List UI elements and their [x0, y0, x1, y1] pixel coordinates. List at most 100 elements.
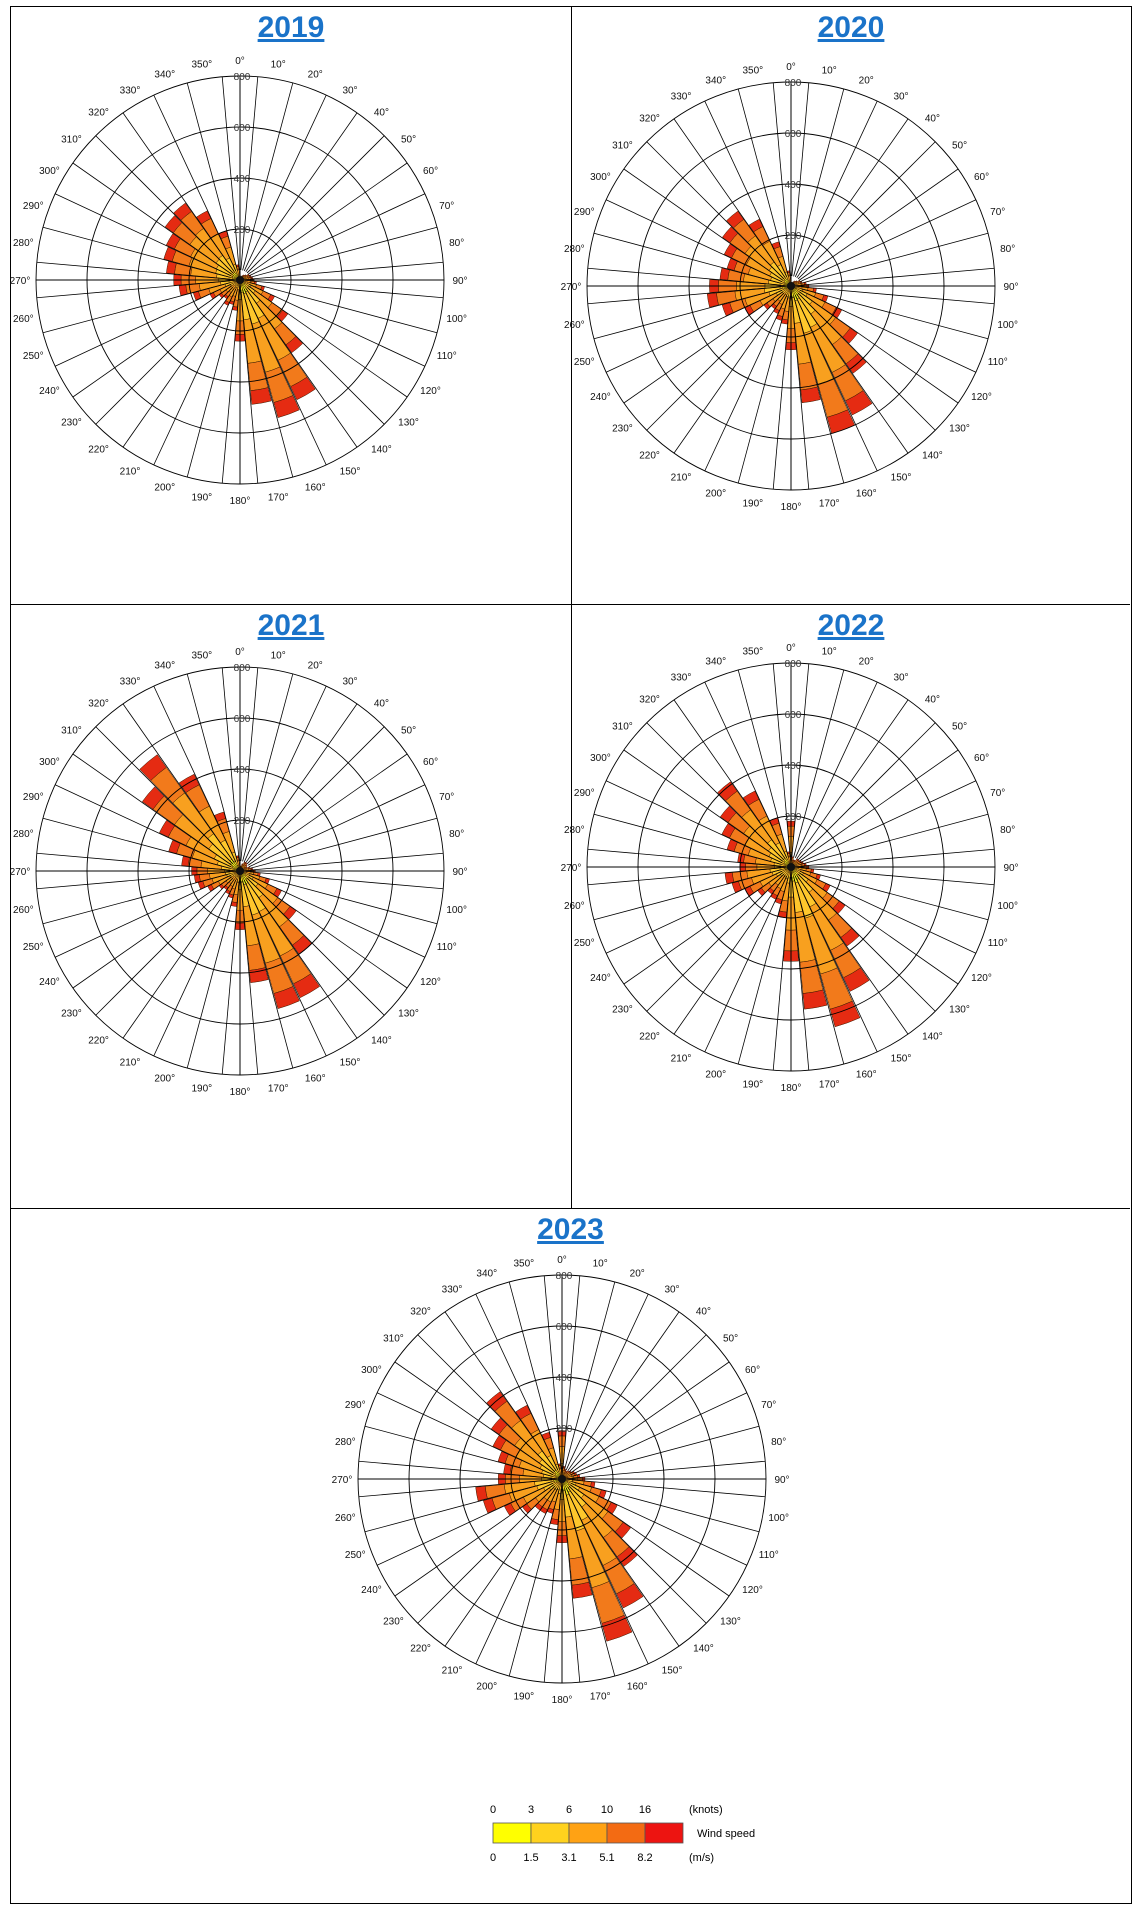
bar-segment-330-4[interactable]	[742, 790, 760, 806]
bar-segment-290-4[interactable]	[168, 839, 181, 854]
bar-segment-300-4[interactable]	[492, 1435, 507, 1451]
spoke	[605, 870, 783, 954]
bar-segment-300-4[interactable]	[159, 819, 175, 838]
bar-segment-310-4[interactable]	[719, 805, 737, 823]
angle-tick-label: 90°	[1003, 282, 1018, 293]
spoke	[673, 118, 786, 279]
bar-segment-140-4[interactable]	[285, 336, 304, 354]
chart-title[interactable]: 2021	[257, 609, 325, 642]
bar-segment-250-4[interactable]	[721, 302, 734, 317]
spoke	[72, 753, 233, 866]
bar-segment-170-4[interactable]	[249, 967, 269, 983]
bar-segment-290-4[interactable]	[163, 246, 177, 262]
bar-segment-300-4[interactable]	[723, 243, 738, 259]
bar-segment-170-4[interactable]	[800, 386, 821, 404]
bar-segment-160-4[interactable]	[273, 986, 300, 1009]
angle-tick-label: 240°	[590, 973, 611, 984]
angle-tick-label: 210°	[671, 473, 692, 484]
bar-segment-50-4[interactable]	[245, 864, 248, 867]
bar-segment-240-4[interactable]	[504, 1503, 516, 1516]
angle-tick-label: 200°	[705, 489, 726, 500]
bar-segment-310-4[interactable]	[164, 215, 183, 234]
bar-segment-320-4[interactable]	[717, 781, 738, 802]
bar-segment-330-4[interactable]	[515, 1404, 532, 1420]
bar-segment-290-4[interactable]	[726, 839, 738, 852]
bar-segment-280-4[interactable]	[719, 267, 730, 281]
bar-segment-130-4[interactable]	[283, 906, 297, 920]
angle-tick-label: 160°	[305, 1074, 326, 1085]
chart-title[interactable]: 2022	[817, 609, 885, 642]
angle-tick-label: 180°	[552, 1695, 573, 1706]
bar-segment-330-4[interactable]	[196, 210, 212, 225]
bar-segment-190-4[interactable]	[550, 1518, 559, 1525]
panel-2019: 2019 200 400 600 800 0° 10° 20° 30° 40° 50° 60° 70°…	[10, 7, 572, 605]
spoke	[772, 295, 791, 490]
spoke	[798, 749, 959, 862]
angle-tick-label: 100°	[446, 905, 467, 916]
bar-segment-150-4[interactable]	[845, 390, 873, 416]
bar-segment-130-4[interactable]	[614, 1522, 631, 1539]
angle-tick-label: 170°	[819, 499, 840, 510]
bar-segment-320-4[interactable]	[173, 202, 192, 221]
bar-segment-170-4[interactable]	[250, 387, 272, 405]
legend-color-box	[530, 1822, 570, 1844]
bar-segment-130-4[interactable]	[276, 309, 289, 322]
bar-segment-290-4[interactable]	[497, 1451, 509, 1464]
spoke	[475, 1487, 559, 1665]
center-marker	[558, 1475, 566, 1483]
bar-segment-130-4[interactable]	[842, 327, 858, 344]
bar-segment-280-4[interactable]	[181, 855, 190, 867]
bar-segment-260-4[interactable]	[194, 874, 201, 883]
bar-segment-150-4[interactable]	[616, 1583, 644, 1609]
angle-tick-label: 150°	[340, 1058, 361, 1069]
bar-segment-260-4[interactable]	[178, 284, 188, 296]
bar-segment-250-4[interactable]	[731, 881, 742, 893]
bar-segment-130-4[interactable]	[832, 900, 846, 914]
bar-segment-260-4[interactable]	[706, 292, 719, 308]
spoke	[95, 726, 234, 865]
bar-segment-140-4[interactable]	[840, 928, 860, 947]
bar-segment-330-4[interactable]	[748, 218, 764, 233]
bar-segment-280-4[interactable]	[166, 261, 177, 275]
bar-segment-20-4[interactable]	[564, 1468, 567, 1472]
angle-tick-label: 40°	[374, 107, 389, 118]
bar-segment-160-4[interactable]	[601, 1614, 633, 1642]
bar-segment-260-4[interactable]	[724, 872, 735, 885]
bar-segment-150-4[interactable]	[293, 973, 320, 999]
bar-segment-280-4[interactable]	[503, 1463, 512, 1475]
bar-segment-160-4[interactable]	[273, 395, 300, 418]
bar-segment-170-4[interactable]	[571, 1581, 593, 1599]
angle-tick-label: 310°	[61, 726, 82, 737]
bar-segment-150-4[interactable]	[290, 376, 316, 401]
bar-segment-260-4[interactable]	[475, 1485, 488, 1502]
angle-tick-label: 50°	[401, 135, 416, 146]
bar-segment-310-4[interactable]	[141, 786, 165, 810]
angle-tick-label: 20°	[308, 660, 323, 671]
angle-tick-label: 240°	[590, 392, 611, 403]
bar-segment-150-4[interactable]	[843, 967, 870, 992]
legend-color-box	[568, 1822, 608, 1844]
bar-segment-310-4[interactable]	[490, 1417, 508, 1435]
angle-tick-label: 210°	[671, 1054, 692, 1065]
bar-segment-310-4[interactable]	[722, 226, 739, 243]
angle-tick-label: 0°	[557, 1255, 567, 1266]
chart-title[interactable]: 2019	[257, 11, 325, 44]
spoke	[122, 878, 235, 1039]
bar-segment-320-4[interactable]	[139, 754, 167, 781]
spoke	[800, 813, 989, 865]
bar-segment-320-4[interactable]	[726, 210, 745, 229]
chart-title[interactable]: 2023	[537, 1213, 604, 1246]
bar-segment-290-4[interactable]	[726, 258, 738, 271]
bar-segment-340-4[interactable]	[214, 811, 226, 822]
angle-tick-label: 220°	[410, 1644, 431, 1655]
bar-segment-250-4[interactable]	[483, 1497, 497, 1514]
spoke	[798, 872, 959, 985]
radial-tick-label: 400	[234, 765, 251, 776]
bar-segment-120-4[interactable]	[606, 1502, 618, 1515]
chart-title[interactable]: 2020	[817, 11, 885, 44]
bar-segment-330-4[interactable]	[178, 773, 200, 793]
legend-knots-tick: 6	[566, 1804, 572, 1816]
bar-segment-300-4[interactable]	[721, 823, 736, 839]
bar-segment-170-4[interactable]	[802, 989, 828, 1010]
bar-segment-300-4[interactable]	[165, 233, 181, 250]
